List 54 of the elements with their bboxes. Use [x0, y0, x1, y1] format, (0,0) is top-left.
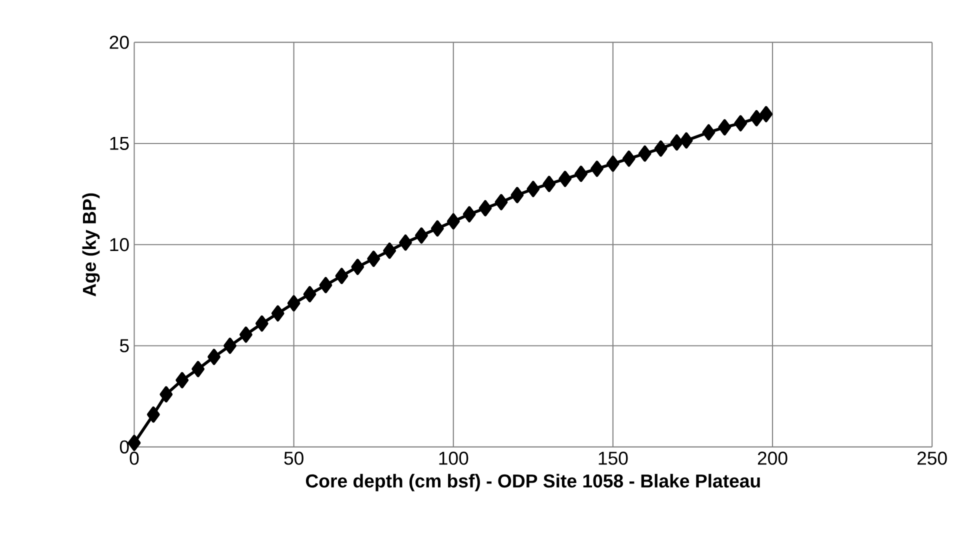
- point: [750, 110, 763, 126]
- point: [303, 286, 316, 302]
- x-tick-label: 200: [758, 451, 788, 465]
- point: [542, 176, 556, 192]
- point: [146, 406, 160, 422]
- point: [654, 140, 668, 156]
- point: [446, 213, 460, 230]
- point: [718, 119, 732, 136]
- x-tick-label: 0: [130, 451, 139, 465]
- y-tick-label: 5: [120, 339, 129, 352]
- point: [462, 206, 476, 222]
- y-tick-label: 15: [110, 136, 129, 150]
- y-tick-label: 10: [110, 238, 129, 252]
- point: [680, 132, 693, 148]
- x-tick-label: 250: [917, 451, 947, 465]
- point: [558, 170, 572, 187]
- point: [399, 234, 412, 251]
- point: [367, 250, 380, 267]
- point: [128, 434, 141, 451]
- point: [271, 305, 284, 322]
- y-tick-label: 0: [120, 440, 129, 454]
- point: [255, 315, 268, 332]
- point: [510, 186, 524, 204]
- point: [160, 386, 173, 402]
- point: [526, 180, 540, 197]
- x-tick-label: 100: [439, 451, 468, 465]
- point: [192, 360, 205, 377]
- point: [239, 326, 252, 343]
- point: [319, 276, 332, 294]
- point: [638, 145, 652, 162]
- point: [702, 124, 716, 140]
- point: [622, 150, 636, 167]
- point: [335, 268, 348, 284]
- point: [760, 106, 773, 122]
- point: [224, 338, 236, 354]
- point: [494, 194, 508, 210]
- point: [734, 114, 748, 132]
- x-tick-label: 150: [598, 451, 628, 465]
- point: [415, 227, 428, 244]
- point: [176, 372, 189, 388]
- point: [478, 200, 492, 216]
- y-axis-title: Age (ky BP): [82, 193, 100, 296]
- point: [208, 348, 220, 365]
- point: [430, 220, 444, 236]
- point: [351, 258, 364, 275]
- x-tick-label: 50: [284, 451, 304, 465]
- point: [670, 134, 684, 150]
- point: [287, 295, 300, 312]
- x-axis-title: Core depth (cm bsf) - ODP Site 1058 - Blake Plateau: [306, 474, 760, 492]
- point: [606, 155, 620, 172]
- point: [574, 166, 588, 182]
- point: [590, 160, 604, 177]
- point: [383, 242, 396, 259]
- y-tick-label: 20: [110, 36, 129, 49]
